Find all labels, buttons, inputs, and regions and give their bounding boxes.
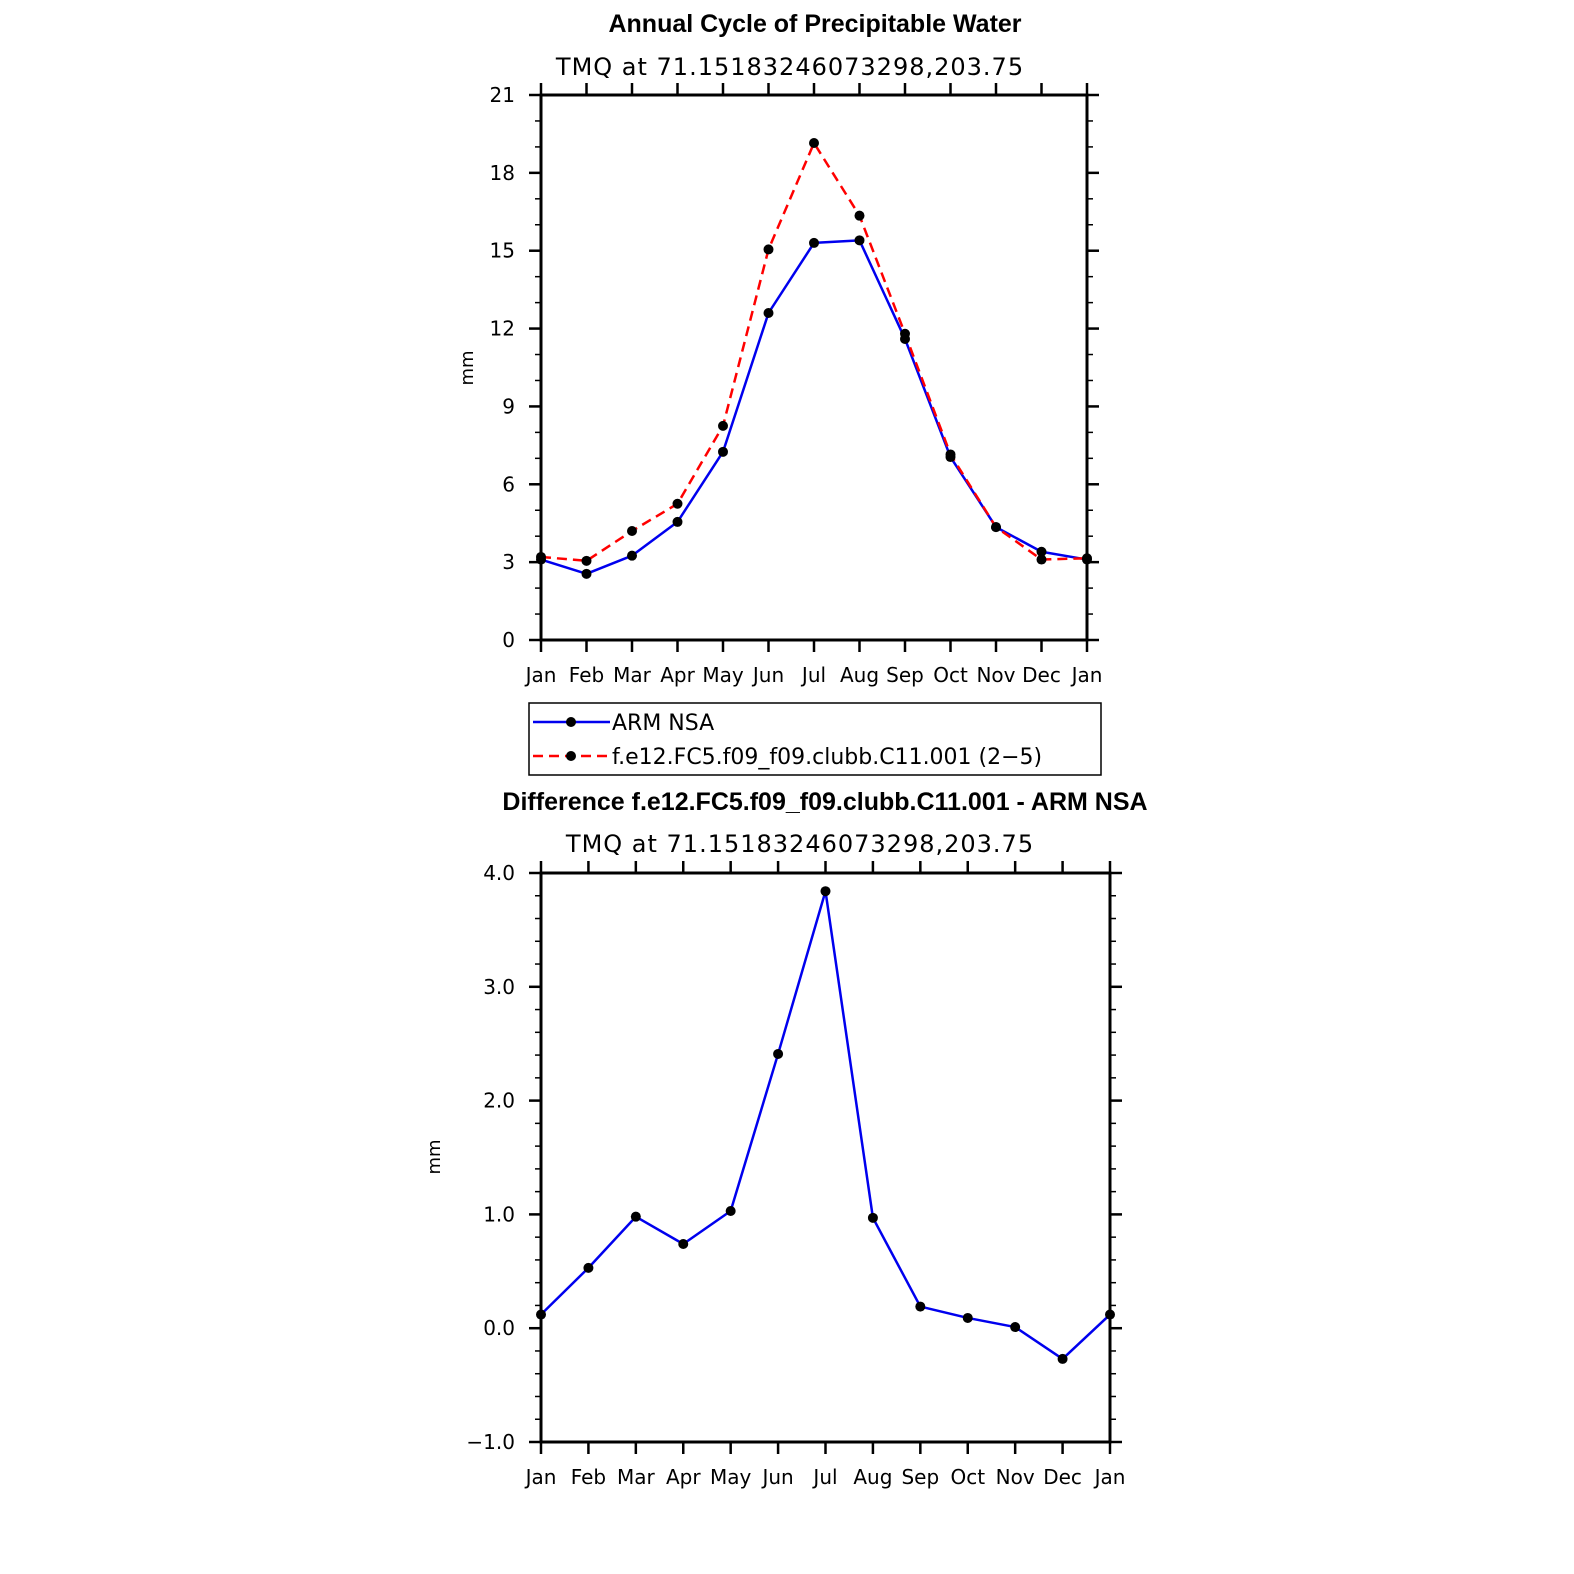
y-tick-label: 3.0: [483, 975, 515, 999]
legend-label-model: f.e12.FC5.f09_f09.clubb.C11.001 (2−5): [612, 745, 1042, 770]
x-tick-label: Aug: [853, 1465, 892, 1489]
x-tick-label: Feb: [571, 1465, 606, 1489]
chart-subtitle: TMQ at 71.15183246073298,203.75: [555, 53, 1024, 81]
y-tick-label: 18: [490, 161, 515, 185]
legend-box: [528, 702, 1102, 776]
data-point: [820, 886, 831, 897]
data-point: [725, 1205, 736, 1216]
data-point: [915, 1301, 926, 1312]
data-point: [1057, 1353, 1068, 1364]
x-tick-label: Sep: [886, 663, 924, 687]
difference-chart: Difference f.e12.FC5.f09_f09.clubb.C11.0…: [424, 788, 1148, 1489]
y-tick-label: 9: [502, 394, 515, 418]
x-tick-label: Feb: [569, 663, 604, 687]
data-point: [900, 328, 910, 339]
x-tick-label: Nov: [976, 663, 1015, 687]
plot-frame: [539, 871, 1112, 1444]
x-tick-label: Jul: [800, 663, 826, 687]
series-line-0: [540, 889, 1111, 1361]
x-tick-label: Jan: [524, 1465, 557, 1489]
data-point: [867, 1212, 878, 1223]
y-tick-label: 6: [502, 472, 515, 496]
data-point: [581, 555, 592, 566]
data-point: [1036, 554, 1047, 565]
data-point: [718, 420, 728, 431]
data-point: [809, 138, 819, 149]
x-tick-label: Dec: [1043, 1465, 1082, 1489]
data-point: [962, 1312, 973, 1323]
x-tick-label: Mar: [617, 1465, 656, 1489]
x-tick-label: Apr: [666, 1465, 701, 1489]
data-point: [630, 1211, 641, 1222]
series-line-1: [540, 141, 1088, 563]
x-tick-label: Jul: [811, 1465, 837, 1489]
x-tick-label: Jun: [760, 1465, 793, 1489]
data-point: [945, 449, 956, 460]
legend-label-arm-nsa: ARM NSA: [612, 711, 714, 736]
y-tick-label: 15: [490, 239, 515, 263]
x-tick-label: Jun: [751, 663, 784, 687]
x-tick-label: Oct: [950, 1465, 985, 1489]
data-point: [1036, 546, 1047, 557]
x-tick-label: Aug: [840, 663, 879, 687]
x-tick-label: Jan: [524, 663, 557, 687]
data-point: [581, 568, 592, 579]
chart-title: Annual Cycle of Precipitable Water: [608, 10, 1021, 38]
y-axis-label: mm: [457, 350, 478, 385]
data-point: [627, 526, 637, 536]
data-point: [763, 244, 774, 255]
data-point: [672, 498, 683, 509]
data-point: [763, 308, 774, 318]
y-tick-label: 4.0: [483, 861, 515, 885]
y-tick-label: 12: [490, 317, 515, 341]
x-tick-label: Oct: [933, 663, 968, 687]
x-tick-label: Dec: [1022, 663, 1061, 687]
series-line-0: [540, 239, 1088, 576]
x-tick-label: Nov: [996, 1465, 1035, 1489]
chart-subtitle: TMQ at 71.15183246073298,203.75: [565, 830, 1034, 858]
chart-title: Difference f.e12.FC5.f09_f09.clubb.C11.0…: [502, 788, 1147, 816]
y-axis-label: mm: [424, 1139, 445, 1174]
x-tick-label: May: [710, 1465, 752, 1489]
data-point: [627, 550, 637, 561]
y-tick-label: 2.0: [483, 1089, 515, 1113]
y-tick-label: 3: [502, 550, 515, 574]
x-tick-label: Sep: [901, 1465, 939, 1489]
data-point: [672, 516, 683, 527]
legend-marker-model: [566, 751, 576, 761]
data-point: [854, 210, 865, 221]
data-point: [1010, 1322, 1021, 1333]
y-tick-label: 0: [502, 628, 515, 652]
y-tick-label: 21: [490, 83, 515, 107]
annual-cycle-chart: Annual Cycle of Precipitable Water TMQ a…: [457, 10, 1103, 776]
data-point: [854, 235, 865, 246]
data-point: [809, 237, 819, 248]
x-tick-label: Mar: [613, 663, 652, 687]
data-point: [678, 1238, 689, 1249]
data-point: [773, 1048, 784, 1059]
legend-marker-arm-nsa: [566, 717, 576, 727]
x-tick-label: Jan: [1070, 663, 1103, 687]
data-point: [991, 522, 1001, 533]
x-tick-label: Apr: [660, 663, 695, 687]
plot-frame: [539, 93, 1089, 642]
data-point: [718, 446, 728, 457]
y-tick-label: 1.0: [483, 1202, 515, 1226]
y-tick-label: 0.0: [483, 1316, 515, 1340]
x-tick-label: May: [702, 663, 744, 687]
data-point: [583, 1262, 594, 1273]
y-tick-label: −1.0: [466, 1430, 515, 1454]
x-tick-label: Jan: [1093, 1465, 1126, 1489]
legend: ARM NSA f.e12.FC5.f09_f09.clubb.C11.001 …: [528, 702, 1102, 776]
